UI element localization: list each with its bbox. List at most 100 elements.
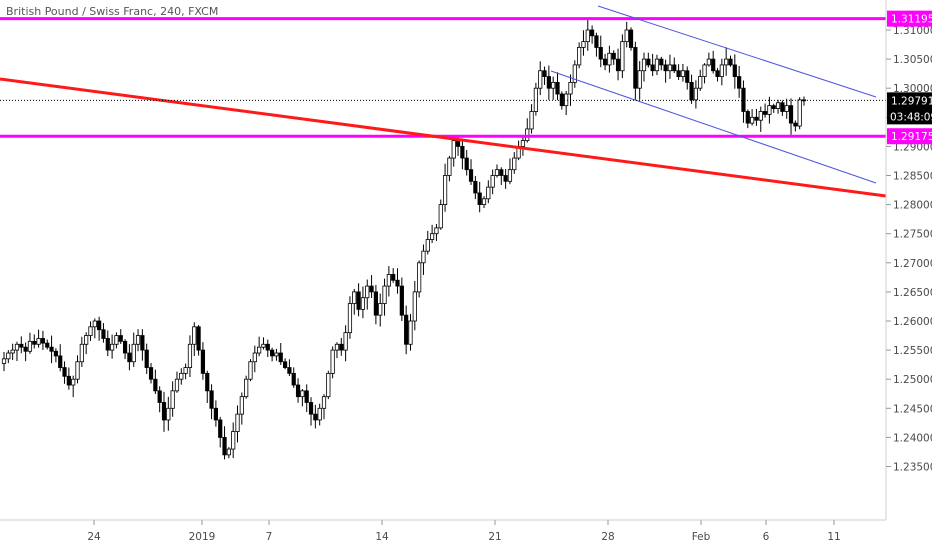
candle-body [451,140,456,159]
candle-body [602,58,608,66]
candle-body [157,390,162,403]
candle-body [797,99,802,127]
candle-body [278,352,283,363]
bar-countdown-label: 03:48:09 [890,111,932,123]
channel-upper-line[interactable] [597,5,877,98]
candle-body [274,352,279,357]
candle-body [114,335,119,345]
candle-body [222,436,227,456]
candle-body [650,64,655,72]
candle-body [685,70,690,83]
candle-body [373,291,378,316]
candle-body [737,76,742,89]
x-tick-label: Feb [692,531,711,543]
candle-body [261,343,266,348]
candle-body [300,390,305,398]
candle-body [153,378,158,392]
candle-body [693,87,698,101]
candle-body [347,303,353,334]
price-tags: 1.31195 1.29175 1.29791 03:48:09 [887,10,932,145]
candle-body [520,140,526,147]
x-tick-label: 11 [827,531,840,543]
candle-body [460,145,465,159]
drawn-lines[interactable] [0,5,887,198]
candle-body [404,314,409,345]
candle-body [291,372,296,386]
candle-body [793,122,798,127]
y-tick-label: 1.26500 [893,287,932,299]
candle-body [265,343,270,351]
candle-body [356,291,361,310]
candle-body [231,431,236,450]
x-tick-label: 2019 [189,531,216,543]
candle-body [105,338,110,351]
candle-body [633,47,638,89]
candle-body [676,70,681,77]
level-price-tag [887,10,932,27]
candle-body [248,361,253,380]
candle-body [270,349,275,357]
candle-body [745,111,750,124]
candle-body [295,384,301,398]
candle-body [122,340,128,354]
candle-body [205,372,210,392]
candle-body [564,93,569,107]
candle-body [308,402,314,415]
candle-body [581,41,586,48]
candle-body [425,239,430,252]
long-term-trendline[interactable] [0,77,887,198]
y-tick-label: 1.28500 [893,171,932,183]
candle-body [412,291,417,322]
channel-lower-line[interactable] [550,70,877,184]
candle-body [512,157,517,171]
candle-body [408,320,413,345]
candle-body [101,329,106,339]
candle-body [754,116,759,121]
candle-body [84,335,89,345]
y-tick-label: 1.29000 [893,141,932,153]
x-tick-label: 7 [266,531,273,543]
candle-body [477,192,482,206]
candle-body [97,320,102,331]
candle-body [542,70,547,77]
candle-body [27,340,33,352]
candle-body [611,52,616,60]
candle-body [110,343,115,351]
candle-body [53,350,58,357]
candle-body [140,335,145,351]
candle-body [75,361,80,380]
current-price-tag [887,92,932,125]
candle-body [568,81,573,95]
candle-body [719,64,724,77]
candle-body [399,285,404,316]
candle-body [702,64,707,77]
x-tick-label: 21 [488,531,501,543]
candle-body [438,204,443,229]
candle-body [40,338,46,344]
chart-title: British Pound / Swiss Franc, 240, FXCM [6,5,218,18]
level-price-label: 1.29175 [891,131,932,143]
candle-body [343,332,348,351]
candle-body [161,402,167,421]
candle-body [192,326,197,345]
candle-body [767,105,772,115]
time-axis[interactable]: 24 2019 7 14 21 28 Feb 6 11 [87,520,841,543]
candle-body [672,64,677,72]
candle-body [572,64,577,83]
candle-body [14,343,20,351]
y-tick-label: 1.25500 [893,345,932,357]
candle-body [533,87,538,112]
candles[interactable] [1,19,807,460]
candle-body [503,175,508,182]
candle-body [304,390,309,403]
candle-body [148,367,154,380]
candle-body [447,157,452,176]
candle-body [741,87,746,112]
candle-body [252,352,257,363]
candle-body [620,41,625,72]
candle-body [71,378,76,386]
candle-body [196,326,201,351]
candle-body [391,274,396,281]
y-tick-label: 1.24000 [893,432,932,444]
